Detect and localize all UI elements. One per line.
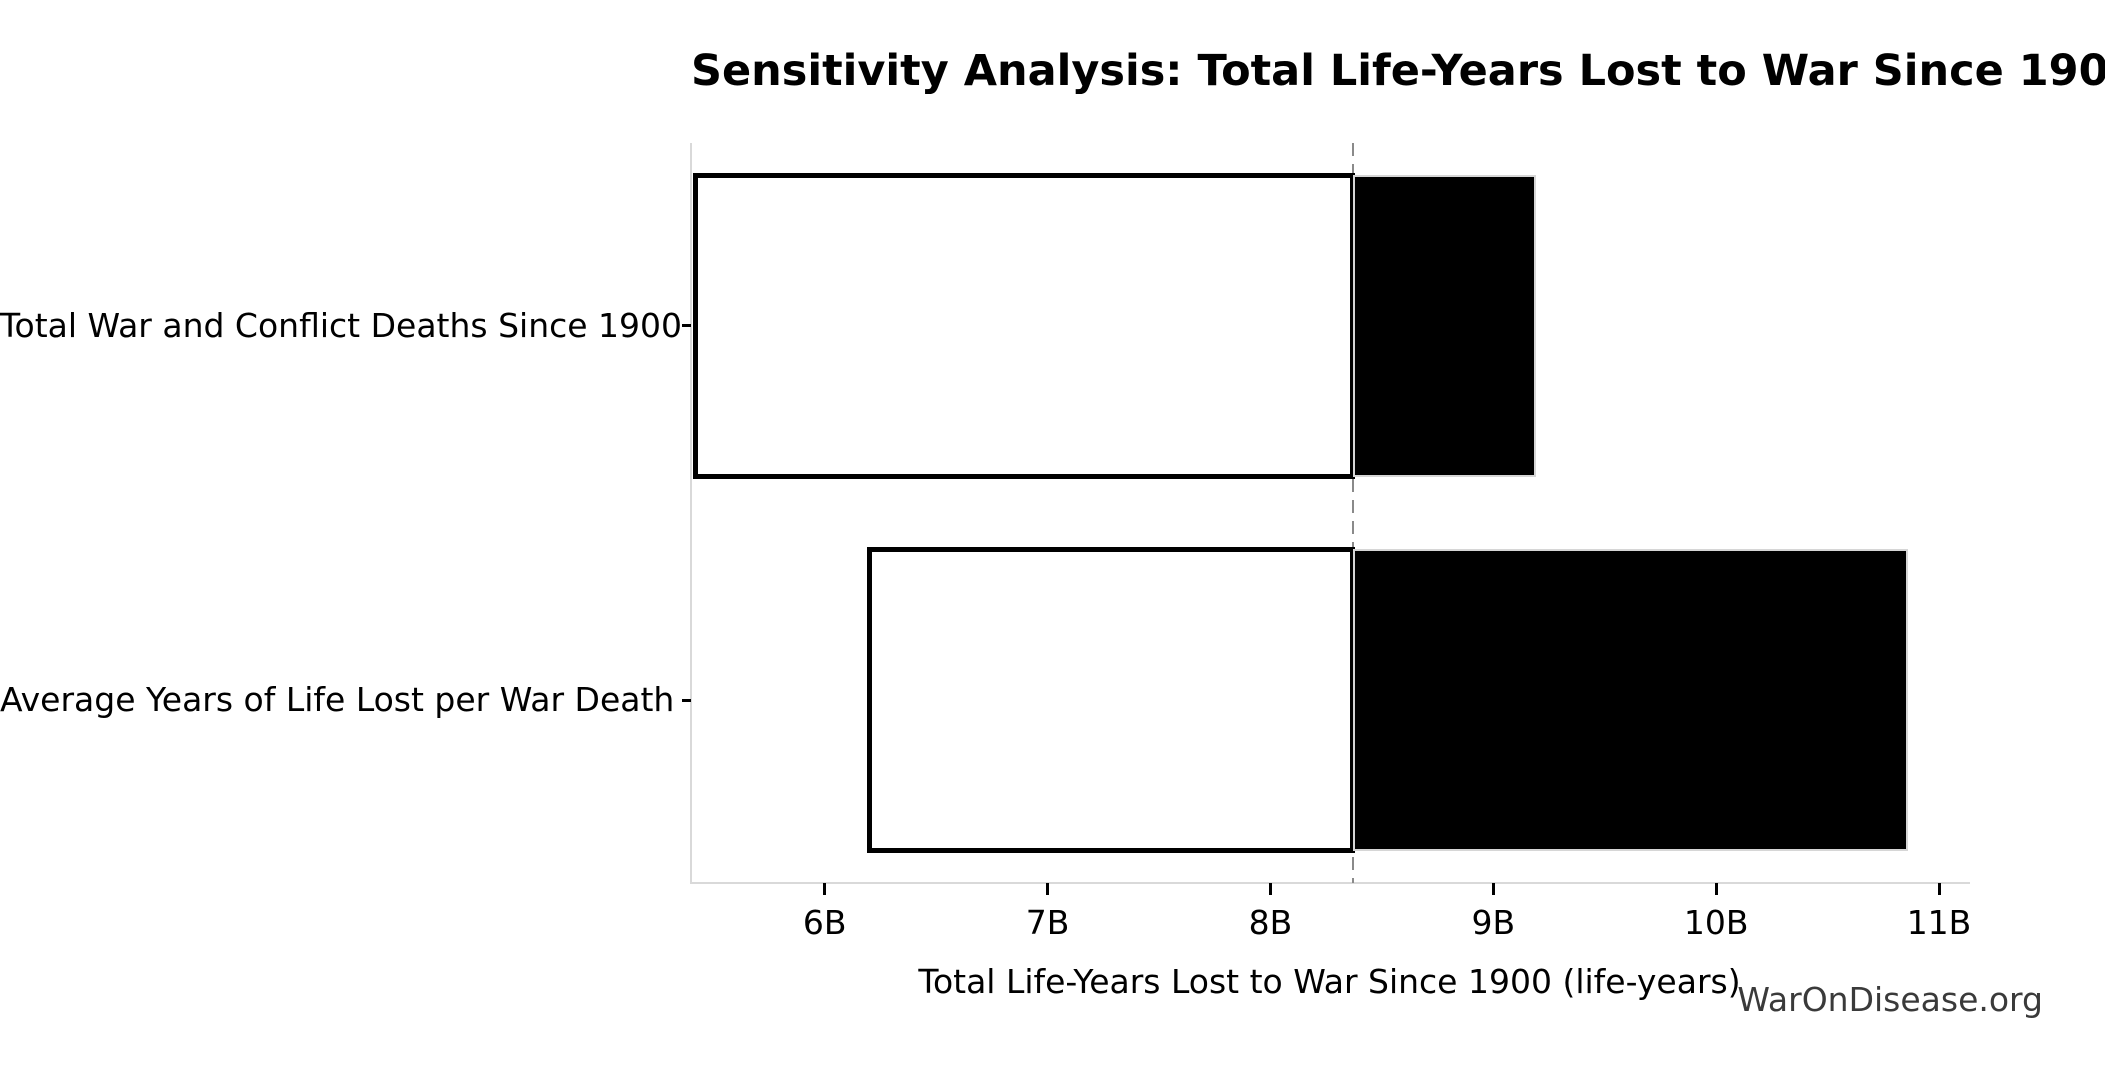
x-axis-tick [1937,883,1941,895]
plot-area [682,143,1968,895]
x-axis-tick [1268,883,1272,895]
x-axis-tick [1491,883,1495,895]
x-tick-label: 8B [1248,903,1293,942]
bar-low-segment [692,172,1356,479]
x-axis-tick [823,883,827,895]
x-axis-spine [690,882,1970,884]
watermark-text: WarOnDisease.org [1737,980,2043,1019]
bar-high-segment [1352,549,1908,851]
y-axis-spine [690,143,692,884]
x-axis-tick [1714,883,1718,895]
chart-title: Sensitivity Analysis: Total Life-Years L… [691,46,2105,96]
bar-low-segment [866,547,1356,853]
y-axis-tick [682,698,691,702]
y-axis-category-label: Average Years of Life Lost per War Death [0,680,675,719]
x-axis-label: Total Life-Years Lost to War Since 1900 … [918,962,1741,1001]
y-axis-tick [682,324,691,327]
x-axis-tick [1046,883,1050,895]
x-tick-label: 10B [1683,903,1749,942]
x-tick-label: 7B [1025,903,1070,942]
y-axis-category-label: Total War and Conflict Deaths Since 1900 [0,305,683,345]
x-tick-label: 9B [1471,903,1516,942]
base-case-dashed-line [1351,143,1354,883]
x-tick-label: 11B [1906,903,1972,942]
x-tick-label: 6B [802,903,847,942]
bar-high-segment [1352,174,1536,477]
